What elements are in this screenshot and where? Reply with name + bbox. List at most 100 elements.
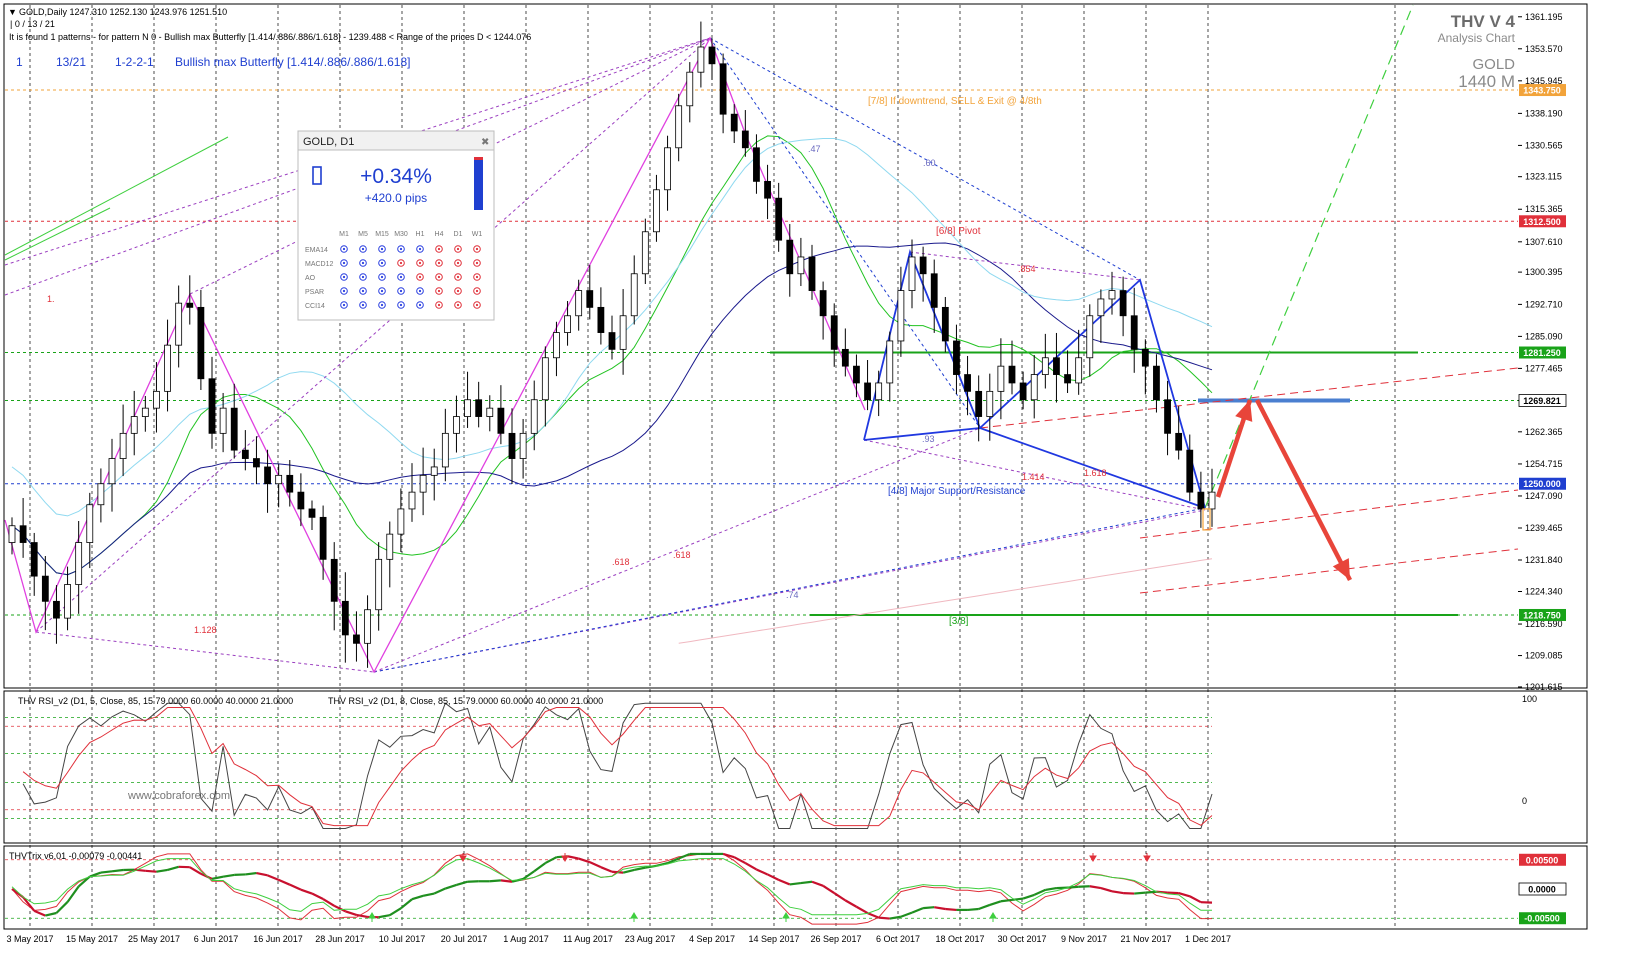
brand-subtitle: Analysis Chart — [1438, 31, 1516, 45]
widget-strength-cap — [474, 157, 483, 160]
fib-label: 1.414 — [1022, 472, 1045, 482]
candle-body — [853, 366, 859, 383]
time-tick-label: 4 Sep 2017 — [689, 934, 735, 944]
trix-label: THVTrix v6.01 -0.00079 -0.00441 — [9, 851, 142, 861]
widget-signal-core — [343, 262, 345, 264]
widget-tf-label: D1 — [454, 231, 463, 238]
fib-label: .618 — [612, 557, 630, 567]
pattern-count: | 0 / 13 / 21 — [10, 19, 55, 29]
candle-body — [1131, 316, 1137, 350]
candle-body — [1187, 450, 1193, 492]
price-tick-label: 1247.090 — [1525, 491, 1563, 501]
widget-signal-core — [476, 276, 478, 278]
widget-signal-core — [457, 290, 459, 292]
candle-body — [476, 400, 482, 417]
price-tick-label: 1285.090 — [1525, 331, 1563, 341]
candle-body — [165, 345, 171, 391]
candle-body — [898, 291, 904, 341]
candle-body — [1076, 358, 1082, 383]
time-tick-label: 1 Aug 2017 — [503, 934, 549, 944]
widget-tf-label: M15 — [375, 231, 389, 238]
widget-row-label: PSAR — [305, 289, 324, 296]
candle-body — [498, 408, 504, 433]
widget-signal-core — [343, 304, 345, 306]
time-tick-label: 10 Jul 2017 — [379, 934, 426, 944]
candle-body — [98, 484, 104, 505]
rsi-label-b: THV RSI_v2 (D1, 8, Close, 85, 15 79.0000… — [328, 696, 603, 706]
widget-signal-core — [457, 248, 459, 250]
candle-body — [942, 307, 948, 341]
widget-signal-core — [400, 248, 402, 250]
widget-title: GOLD, D1 — [303, 136, 354, 148]
candle-body — [809, 257, 815, 291]
candle-body — [320, 517, 326, 559]
trix-main-segment — [101, 871, 112, 872]
candle-body — [731, 114, 737, 131]
pattern-row-index: 1 — [16, 55, 23, 69]
time-tick-label: 3 May 2017 — [6, 934, 53, 944]
widget-pips: +420.0 pips — [365, 191, 427, 205]
candle-body — [342, 601, 348, 635]
widget-signal-core — [419, 290, 421, 292]
time-tick-label: 6 Oct 2017 — [876, 934, 920, 944]
candle-body — [798, 257, 804, 274]
trix-main-segment — [490, 880, 501, 881]
widget-signal-core — [438, 304, 440, 306]
widget-signal-core — [362, 276, 364, 278]
fib-label: .60 — [923, 158, 936, 168]
widget-signal-core — [381, 276, 383, 278]
candle-body — [565, 316, 571, 333]
candle-body — [487, 408, 493, 416]
candle-body — [1120, 291, 1126, 316]
trix-main-segment — [790, 883, 801, 884]
widget-signal-core — [343, 276, 345, 278]
price-tag-label: 1312.500 — [1523, 217, 1561, 227]
collapse-icon[interactable]: ▼ — [8, 7, 17, 17]
candle-body — [653, 190, 659, 232]
trix-tag-label: 0.0000 — [1528, 885, 1556, 895]
price-tick-label: 1224.340 — [1525, 587, 1563, 597]
price-tick-label: 1254.715 — [1525, 459, 1563, 469]
candle-body — [131, 417, 137, 434]
pattern-row-name: Bullish max Butterfly [1.414/.886/.886/1… — [175, 55, 410, 69]
widget-strength-bar — [474, 157, 483, 210]
widget-signal-core — [343, 248, 345, 250]
candle-body — [542, 358, 548, 400]
widget-signal-core — [457, 262, 459, 264]
candle-body — [209, 379, 215, 434]
time-tick-label: 15 May 2017 — [66, 934, 118, 944]
candle-body — [1176, 433, 1182, 450]
candle-body — [1153, 366, 1159, 400]
trix-main-segment — [1134, 893, 1145, 894]
candle-body — [331, 559, 337, 601]
candle-body — [909, 257, 915, 291]
candle-body — [453, 417, 459, 434]
candle-body — [1065, 375, 1071, 383]
candle-body — [187, 303, 193, 307]
widget-signal-core — [362, 248, 364, 250]
close-icon[interactable]: ✖ — [481, 137, 489, 148]
time-tick-label: 9 Nov 2017 — [1061, 934, 1107, 944]
murrey-78-label: [7/8] If downtrend, SELL & Exit @ 4/8th — [868, 96, 1042, 107]
candle-body — [865, 383, 871, 400]
time-tick-label: 18 Oct 2017 — [935, 934, 984, 944]
widget-tf-label: H1 — [416, 231, 425, 238]
candle-body — [987, 391, 993, 416]
candle-body — [1020, 383, 1026, 400]
candle-body — [220, 408, 226, 433]
candle-body — [831, 316, 837, 350]
price-tick-label: 1277.465 — [1525, 363, 1563, 373]
time-tick-label: 30 Oct 2017 — [997, 934, 1046, 944]
candle-body — [409, 492, 415, 509]
candle-body — [787, 240, 793, 274]
brand-symbol: GOLD — [1472, 56, 1515, 73]
candle-body — [776, 198, 782, 240]
widget-signal-core — [381, 248, 383, 250]
price-tick-label: 1315.365 — [1525, 204, 1563, 214]
candle-body — [642, 232, 648, 274]
price-tick-label: 1300.395 — [1525, 267, 1563, 277]
candle-body — [287, 475, 293, 492]
